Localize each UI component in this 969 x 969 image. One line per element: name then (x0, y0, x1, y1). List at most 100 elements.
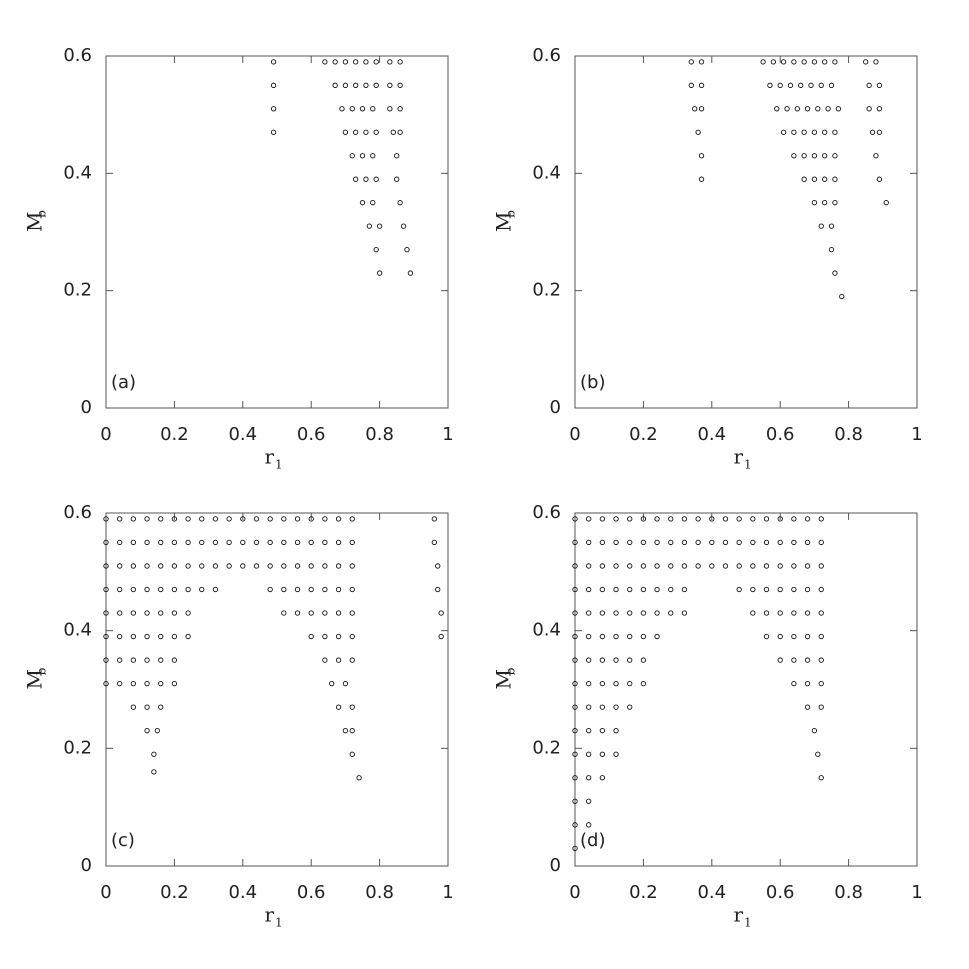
point (212, 586, 219, 593)
point (240, 539, 246, 546)
point (185, 610, 191, 616)
panel-annotation: (a) (111, 372, 136, 393)
point (668, 586, 674, 593)
point (777, 539, 783, 546)
x-tick-label: 0.8 (365, 424, 394, 445)
point (599, 657, 606, 663)
point (681, 516, 688, 522)
point (599, 633, 606, 640)
point (791, 129, 797, 135)
point (226, 539, 232, 546)
point (322, 539, 328, 546)
point (586, 775, 592, 781)
point (322, 633, 328, 640)
point (599, 775, 606, 781)
point (339, 106, 345, 112)
point (698, 106, 705, 112)
point (811, 200, 818, 206)
point (613, 539, 619, 546)
point (654, 539, 660, 546)
point (750, 516, 756, 522)
point (171, 633, 178, 640)
y-axis-label: M (492, 212, 516, 232)
point (438, 610, 444, 616)
y-axis-label-subscript: b (504, 210, 518, 218)
point (342, 129, 349, 135)
point (171, 586, 178, 593)
point (586, 657, 592, 663)
point (253, 563, 260, 569)
point (335, 586, 342, 593)
point (353, 82, 359, 88)
x-tick-label: 1 (911, 882, 922, 903)
point (811, 728, 818, 734)
point (695, 129, 701, 135)
point (832, 59, 838, 65)
point (144, 539, 150, 546)
point (750, 539, 756, 546)
point (572, 845, 578, 851)
point (158, 680, 164, 687)
point (763, 633, 770, 640)
point (599, 516, 606, 522)
x-tick-label: 0.4 (228, 424, 257, 445)
point (267, 586, 273, 593)
point (572, 822, 578, 828)
point (613, 610, 619, 616)
x-tick-label: 0.8 (834, 882, 863, 903)
point (356, 775, 362, 781)
point (791, 563, 797, 569)
point (349, 728, 355, 734)
point (654, 516, 660, 522)
plot-frame (574, 55, 918, 409)
point (144, 633, 150, 640)
point (353, 176, 359, 182)
point (158, 563, 164, 569)
point (681, 586, 688, 593)
point (397, 106, 403, 112)
point (185, 539, 191, 546)
point (709, 516, 715, 522)
point (171, 516, 178, 522)
point (322, 59, 328, 65)
point (130, 633, 137, 640)
point (873, 153, 879, 159)
point (832, 176, 838, 182)
x-axis-label-subscript: 1 (744, 458, 752, 472)
y-tick-label: 0.2 (532, 737, 561, 758)
point (349, 539, 355, 546)
point (695, 563, 701, 569)
point (736, 516, 742, 522)
x-tick-label: 0.2 (160, 424, 189, 445)
y-axis-label-subscript: b (35, 210, 49, 218)
point (791, 539, 797, 546)
point (226, 516, 232, 522)
x-tick-label: 0.2 (160, 882, 189, 903)
point (613, 751, 619, 757)
point (240, 516, 246, 522)
point (763, 563, 770, 569)
point (370, 200, 376, 206)
point (627, 516, 633, 522)
plot-frame (105, 512, 449, 867)
point (613, 516, 619, 522)
point (801, 153, 807, 159)
point (863, 59, 869, 65)
point (335, 516, 342, 522)
point (586, 633, 592, 640)
point (130, 516, 137, 522)
point (791, 59, 797, 65)
x-tick-label: 1 (442, 882, 453, 903)
point (572, 563, 578, 569)
point (811, 176, 818, 182)
y-axis-label: M (23, 669, 47, 689)
point (144, 586, 150, 593)
point (640, 610, 647, 616)
point (144, 680, 150, 687)
point (144, 563, 150, 569)
point (144, 610, 150, 616)
x-tick-label: 0 (569, 882, 580, 903)
point (397, 59, 403, 65)
point (869, 129, 876, 135)
